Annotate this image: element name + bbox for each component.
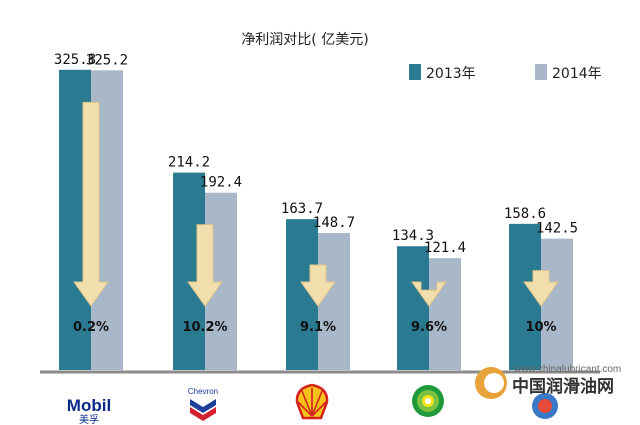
decline-arrow-mobil (73, 101, 109, 307)
decline-arrow-chevron (187, 224, 223, 307)
legend-swatch-2014 (535, 64, 547, 80)
legend-swatch-2013 (409, 64, 421, 80)
value-label-bp-2014: 121.4 (424, 240, 466, 256)
legend: 2013年 2014年 (409, 64, 602, 82)
mobil-logo: Mobil 美孚 (67, 396, 111, 425)
bar-total-2014 (541, 238, 573, 370)
mobil-logo-subtext: 美孚 (79, 413, 99, 425)
bp-helios-icon (412, 385, 444, 417)
decline-arrow-shell (300, 264, 336, 307)
bar-bp-2013 (397, 246, 429, 370)
legend-label-2013: 2013年 (426, 66, 476, 82)
chevron-logo: Chevron (188, 387, 218, 421)
decline-arrow-bp (411, 281, 447, 307)
value-label-shell-2014: 148.7 (313, 215, 355, 231)
value-label-chevron-2013: 214.2 (168, 155, 210, 171)
watermark-name: 中国润滑油网 (512, 376, 614, 397)
value-label-total-2013: 158.6 (504, 206, 546, 222)
decline-label-total: 10% (525, 320, 556, 335)
chevron-upper-icon (190, 399, 216, 413)
chevron-lower-icon (190, 407, 216, 421)
shell-pecten-icon (295, 383, 329, 420)
value-label-mobil-2013: 325.8 (54, 52, 96, 68)
legend-label-2014: 2014年 (552, 66, 602, 82)
chevron-logo-text: Chevron (188, 387, 218, 396)
decline-label-shell: 9.1% (300, 320, 336, 335)
bar-shell-2014 (318, 232, 350, 370)
mobil-logo-text: Mobil (67, 396, 111, 415)
value-label-shell-2013: 163.7 (281, 201, 323, 217)
decline-label-chevron: 10.2% (182, 320, 227, 335)
value-label-total-2014: 142.5 (536, 221, 578, 237)
value-label-mobil-2014: 325.2 (86, 52, 128, 68)
decline-label-mobil: 0.2% (73, 320, 109, 335)
value-label-bp-2013: 134.3 (392, 228, 434, 244)
decline-label-bp: 9.6% (411, 320, 447, 335)
watermark: www.chinalubricant.com 中国润滑油网 (475, 364, 621, 419)
decline-arrow-total (523, 270, 559, 307)
value-label-chevron-2014: 192.4 (200, 175, 242, 191)
watermark-url: www.chinalubricant.com (513, 364, 621, 375)
bar-bp-2014 (429, 258, 461, 370)
chart-title: 净利润对比( 亿美元) (241, 32, 368, 48)
